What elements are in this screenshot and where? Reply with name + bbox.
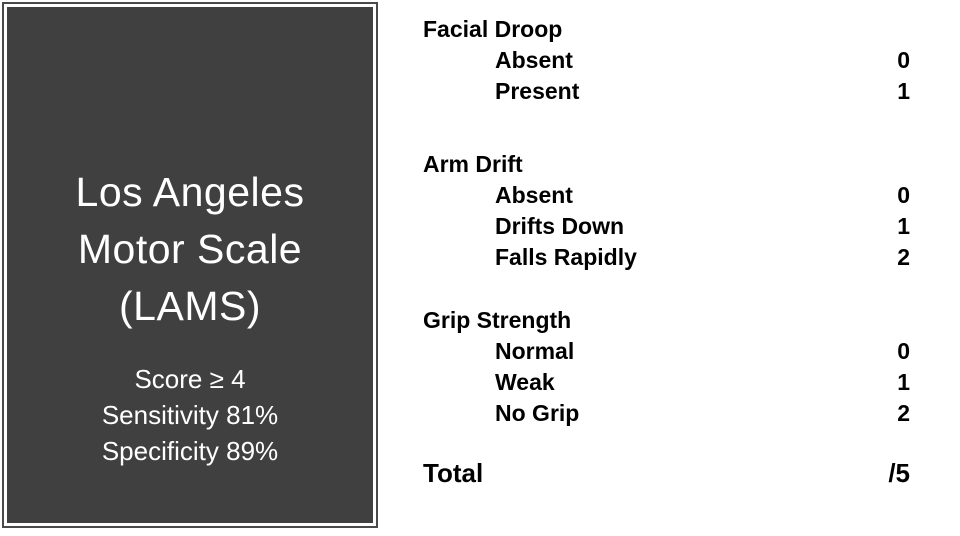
score-group-arm-drift: Arm Drift Absent 0 Drifts Down 1 Falls R… — [423, 149, 910, 273]
total-row: Total /5 — [423, 457, 910, 489]
score-group-facial-droop: Facial Droop Absent 0 Present 1 — [423, 14, 910, 107]
group-title-arm-drift: Arm Drift — [423, 151, 523, 177]
score-row-absent: Absent 0 — [423, 180, 910, 211]
score-item-value: 2 — [897, 244, 910, 270]
score-row-present: Present 1 — [423, 76, 910, 107]
panel-stats: Score ≥ 4 Sensitivity 81% Specificity 89… — [4, 361, 376, 469]
score-item-label: Present — [495, 78, 580, 104]
score-item-value: 0 — [897, 182, 910, 208]
score-row-normal: Normal 0 — [423, 336, 910, 367]
total-label: Total — [423, 458, 484, 488]
total-value: /5 — [888, 458, 910, 488]
score-item-value: 2 — [897, 400, 910, 426]
score-item-label: Absent — [495, 182, 573, 208]
panel-title: Los Angeles Motor Scale (LAMS) — [75, 169, 305, 329]
score-item-label: Weak — [495, 369, 555, 395]
stat-score-threshold: Score ≥ 4 — [134, 364, 246, 394]
stat-specificity: Specificity 89% — [101, 436, 279, 466]
score-row-weak: Weak 1 — [423, 367, 910, 398]
score-item-label: Absent — [495, 47, 573, 73]
score-item-value: 1 — [897, 78, 910, 104]
score-row-falls-rapidly: Falls Rapidly 2 — [423, 242, 910, 273]
score-item-value: 1 — [897, 213, 910, 239]
score-item-label: Falls Rapidly — [495, 244, 637, 270]
score-item-label: Normal — [495, 338, 575, 364]
score-row-absent: Absent 0 — [423, 45, 910, 76]
title-panel: Los Angeles Motor Scale (LAMS) Score ≥ 4… — [2, 2, 378, 528]
score-row-no-grip: No Grip 2 — [423, 398, 910, 429]
group-title-facial-droop: Facial Droop — [423, 16, 563, 42]
score-item-value: 1 — [897, 369, 910, 395]
score-item-value: 0 — [897, 47, 910, 73]
score-row-drifts-down: Drifts Down 1 — [423, 211, 910, 242]
score-item-label: No Grip — [495, 400, 580, 426]
score-item-label: Drifts Down — [495, 213, 625, 239]
scoring-table: Facial Droop Absent 0 Present 1 Arm Drif… — [423, 14, 910, 489]
score-item-value: 0 — [897, 338, 910, 364]
group-title-grip-strength: Grip Strength — [423, 307, 572, 333]
score-group-grip-strength: Grip Strength Normal 0 Weak 1 No Grip 2 — [423, 305, 910, 429]
stat-sensitivity: Sensitivity 81% — [101, 400, 279, 430]
